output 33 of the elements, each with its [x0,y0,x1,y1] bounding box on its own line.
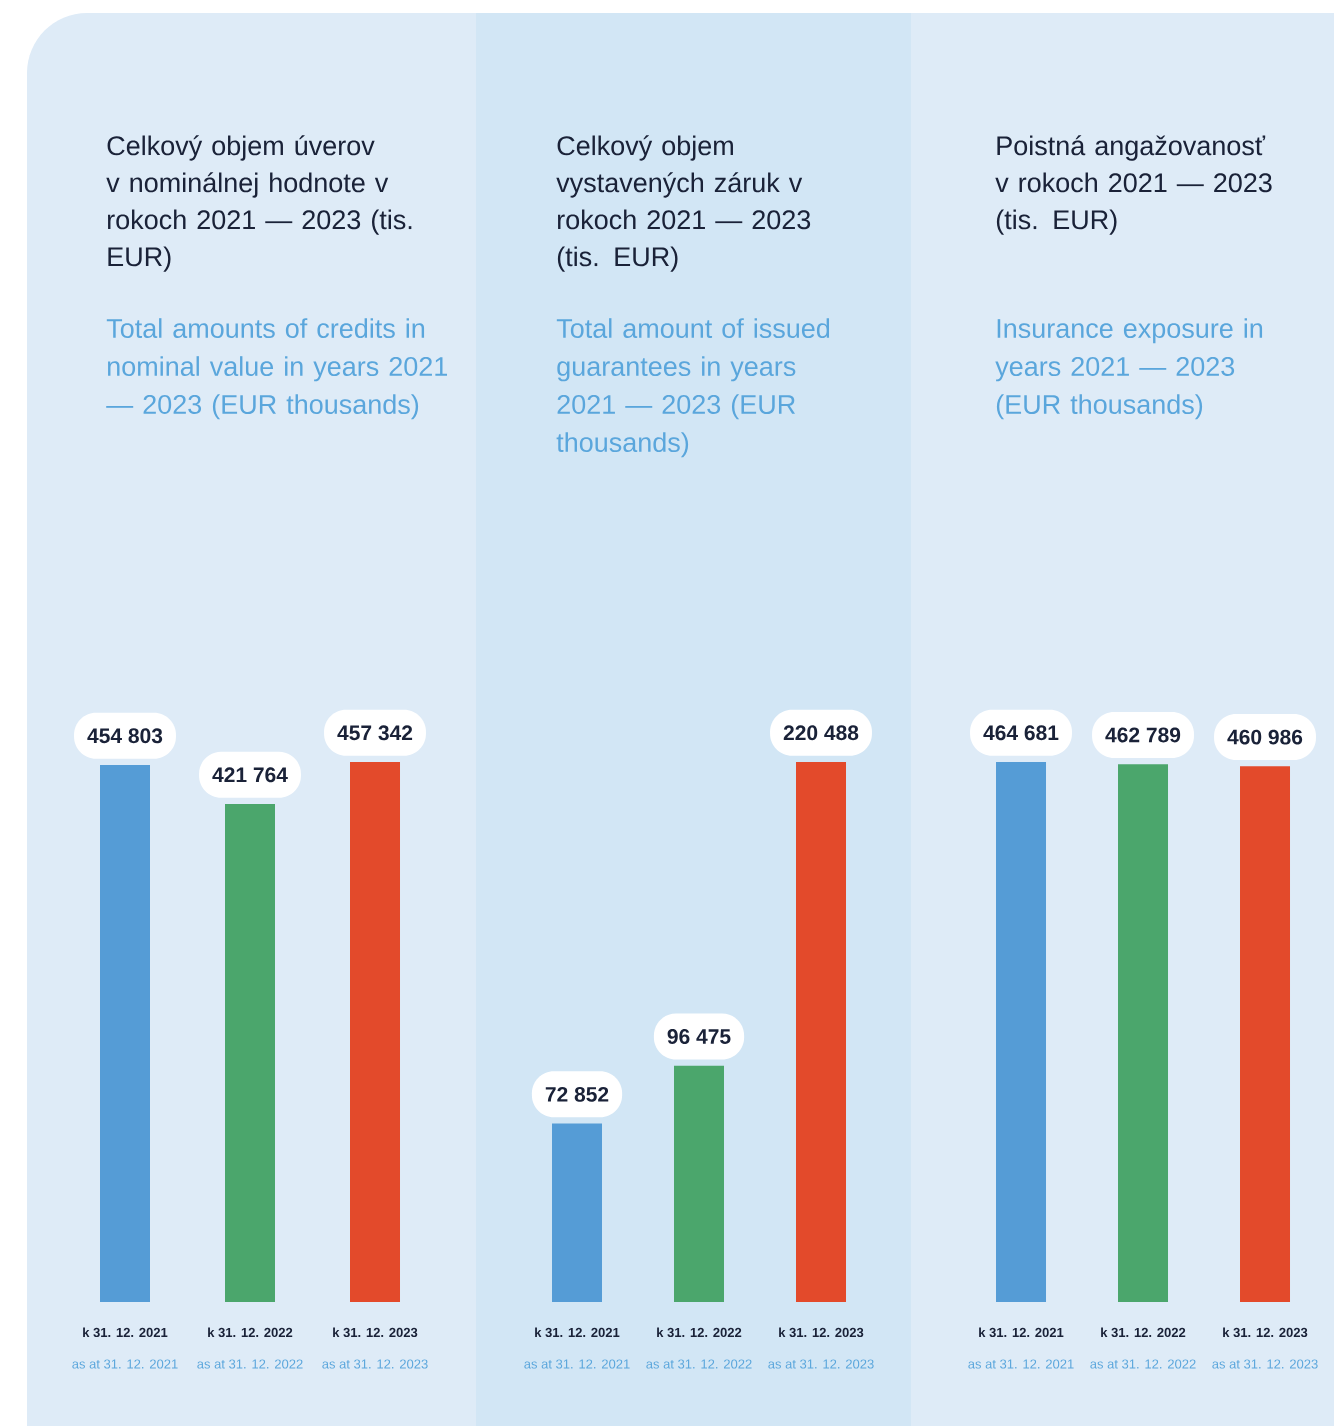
x-tick-label: k 31. 12. 2021 [535,1327,620,1338]
x-tick-label: k 31. 12. 2023 [1223,1327,1308,1338]
text: as at 31. 12. 2023 [322,1359,428,1369]
x-tick-label: k 31. 12. 2021 [83,1327,168,1338]
text: as at 31. 12. 2021 [524,1359,630,1369]
chart-subtitle: Insurance exposure in years 2021 — 2023 (EUR thousands) [995,318,1263,420]
x-tick-label: k 31. 12. 2023 [779,1327,864,1338]
text: as at 31. 12. 2021 [968,1359,1074,1369]
data-label: 462 789 [1105,727,1181,743]
x-tick-label: k 31. 12. 2023 [333,1327,418,1338]
x-tick-label: k 31. 12. 2021 [979,1327,1064,1338]
chart-title: Celkový objem úverov v nominálnej hodnote v rokoch 2021 — 2023 (tis. EUR) [106,135,412,272]
data-label: 454 803 [87,728,163,744]
data-label: 96 475 [667,1029,731,1044]
data-label: 72 852 [545,1086,609,1102]
text: as at 31. 12. 2022 [646,1359,752,1369]
data-label: 460 986 [1227,729,1303,745]
text: as at 31. 12. 2022 [1090,1359,1196,1369]
chart-title: Poistná angažovanosť v rokoch 2021 — 2023 (tis. EUR) [995,135,1272,235]
x-tick-label: k 31. 12. 2022 [1101,1327,1186,1338]
text: as at 31. 12. 2023 [1212,1359,1318,1369]
chart-title: Celkový objem vystavených záruk v rokoch 2021 — 2023 (tis. EUR) [556,135,811,272]
data-label: 464 681 [983,725,1059,741]
text: as at 31. 12. 2022 [197,1359,303,1369]
data-label: 220 488 [783,725,859,741]
x-tick-label: k 31. 12. 2022 [208,1327,293,1338]
text: as at 31. 12. 2021 [72,1359,178,1369]
chart-subtitle: Total amount of issued guarantees in years 2021 — 2023 (EUR thousands) [556,318,830,458]
text: as at 31. 12. 2023 [768,1359,874,1369]
x-tick-label: k 31. 12. 2022 [657,1327,742,1338]
data-label: 421 764 [212,767,288,783]
chart-subtitle: Total amounts of credits in nominal value in years 2021 — 2023 (EUR thousands) [106,318,448,420]
data-label: 457 342 [337,725,413,741]
